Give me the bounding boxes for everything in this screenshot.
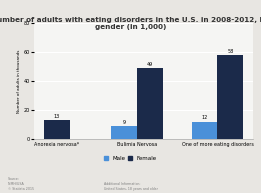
Text: 49: 49: [147, 62, 153, 67]
Text: 12: 12: [201, 115, 208, 120]
Y-axis label: Number of adults in thousands: Number of adults in thousands: [17, 49, 21, 113]
Text: 13: 13: [54, 114, 60, 119]
Text: 58: 58: [227, 49, 234, 54]
Bar: [137, 68, 163, 139]
Text: Additional Information:
United States, 18 years and older: Additional Information: United States, 1…: [104, 182, 158, 191]
Text: Number of adults with eating disorders in the U.S. in 2008-2012, by
gender (in 1: Number of adults with eating disorders i…: [0, 17, 261, 30]
Bar: [192, 122, 217, 139]
Legend: Male, Female: Male, Female: [102, 154, 159, 163]
Bar: [111, 126, 137, 139]
Text: Source:
NIMH/USA
© Statista 2015: Source: NIMH/USA © Statista 2015: [8, 177, 34, 191]
Bar: [217, 55, 243, 139]
Text: 9: 9: [123, 120, 126, 125]
Bar: [44, 120, 70, 139]
